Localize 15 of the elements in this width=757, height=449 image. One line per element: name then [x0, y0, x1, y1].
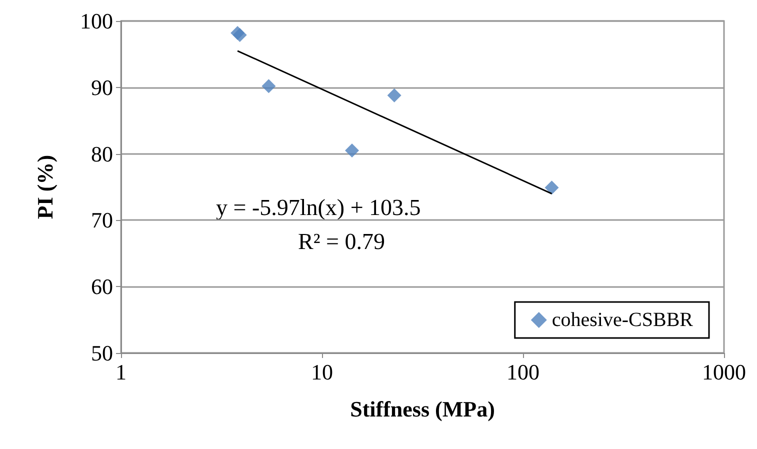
y-tick-label: 80: [91, 141, 113, 166]
x-tick-label: 1: [116, 360, 126, 384]
x-tick-label: 10: [311, 360, 333, 384]
x-axis-title: Stiffness (MPa): [350, 396, 495, 422]
x-tick-label: 100: [506, 360, 540, 384]
y-tick-label: 50: [91, 340, 113, 366]
x-tick-label: 1000: [702, 360, 746, 384]
y-tick-label: 60: [91, 274, 113, 300]
y-axis-title: PI (%): [32, 154, 58, 220]
y-tick-label: 90: [91, 74, 113, 100]
y-tick-label: 70: [91, 208, 113, 233]
y-tick-label: 100: [80, 8, 113, 34]
annotation: R² = 0.79: [298, 229, 385, 254]
legend-label: cohesive-CSBBR: [552, 309, 694, 331]
annotation: y = -5.97ln(x) + 103.5: [216, 195, 421, 220]
